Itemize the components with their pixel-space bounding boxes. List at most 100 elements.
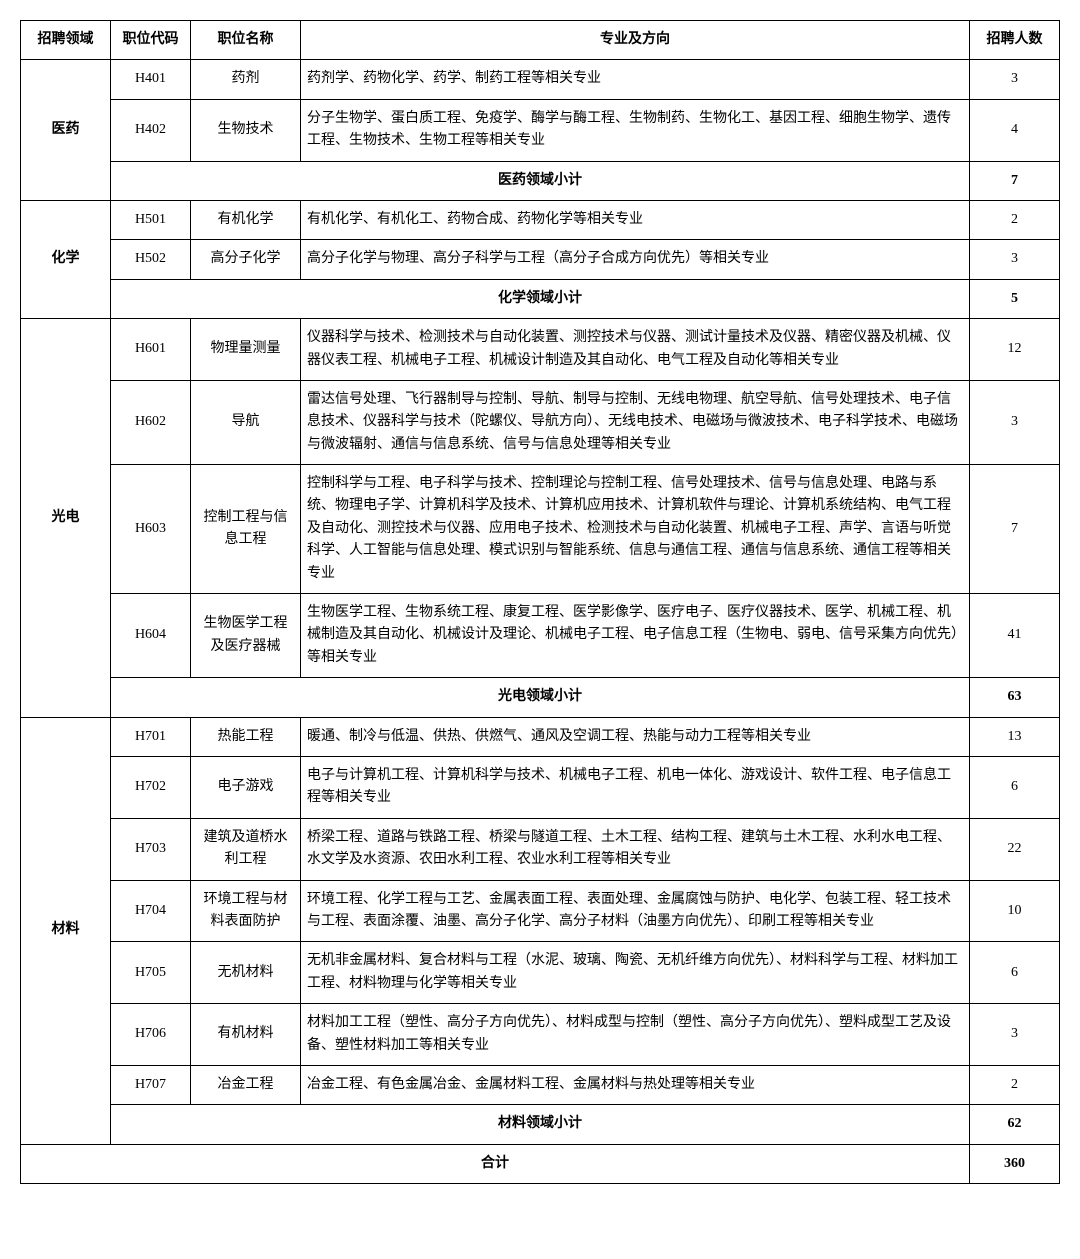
count-cell: 7: [970, 465, 1060, 594]
major-cell: 控制科学与工程、电子科学与技术、控制理论与控制工程、信号处理技术、信号与信息处理…: [301, 465, 970, 594]
subtotal-row: 光电领域小计63: [21, 678, 1060, 717]
name-cell: 建筑及道桥水利工程: [191, 818, 301, 880]
count-cell: 12: [970, 319, 1060, 381]
major-cell: 雷达信号处理、飞行器制导与控制、导航、制导与控制、无线电物理、航空导航、信号处理…: [301, 380, 970, 464]
major-cell: 药剂学、药物化学、药学、制药工程等相关专业: [301, 60, 970, 99]
table-row: H706有机材料材料加工工程（塑性、高分子方向优先）、材料成型与控制（塑性、高分…: [21, 1004, 1060, 1066]
code-cell: H402: [111, 99, 191, 161]
major-cell: 电子与计算机工程、计算机科学与技术、机械电子工程、机电一体化、游戏设计、软件工程…: [301, 756, 970, 818]
major-cell: 高分子化学与物理、高分子科学与工程（高分子合成方向优先）等相关专业: [301, 240, 970, 279]
subtotal-label-cell: 材料领域小计: [111, 1105, 970, 1144]
header-field: 招聘领域: [21, 21, 111, 60]
header-major: 专业及方向: [301, 21, 970, 60]
table-row: H703建筑及道桥水利工程桥梁工程、道路与铁路工程、桥梁与隧道工程、土木工程、结…: [21, 818, 1060, 880]
table-row: 材料H701热能工程暖通、制冷与低温、供热、供燃气、通风及空调工程、热能与动力工…: [21, 717, 1060, 756]
count-cell: 10: [970, 880, 1060, 942]
recruitment-table: 招聘领域 职位代码 职位名称 专业及方向 招聘人数 医药H401药剂药剂学、药物…: [20, 20, 1060, 1184]
subtotal-row: 医药领域小计7: [21, 161, 1060, 200]
subtotal-count-cell: 63: [970, 678, 1060, 717]
table-row: H502高分子化学高分子化学与物理、高分子科学与工程（高分子合成方向优先）等相关…: [21, 240, 1060, 279]
name-cell: 电子游戏: [191, 756, 301, 818]
name-cell: 无机材料: [191, 942, 301, 1004]
table-row: H604生物医学工程及医疗器械生物医学工程、生物系统工程、康复工程、医学影像学、…: [21, 594, 1060, 678]
field-cell: 化学: [21, 200, 111, 318]
subtotal-label-cell: 化学领域小计: [111, 279, 970, 318]
table-row: H402生物技术分子生物学、蛋白质工程、免疫学、酶学与酶工程、生物制药、生物化工…: [21, 99, 1060, 161]
field-cell: 医药: [21, 60, 111, 201]
header-code: 职位代码: [111, 21, 191, 60]
code-cell: H702: [111, 756, 191, 818]
count-cell: 3: [970, 380, 1060, 464]
total-row: 合计360: [21, 1144, 1060, 1183]
code-cell: H401: [111, 60, 191, 99]
name-cell: 有机材料: [191, 1004, 301, 1066]
table-row: H704环境工程与材料表面防护环境工程、化学工程与工艺、金属表面工程、表面处理、…: [21, 880, 1060, 942]
header-count: 招聘人数: [970, 21, 1060, 60]
major-cell: 暖通、制冷与低温、供热、供燃气、通风及空调工程、热能与动力工程等相关专业: [301, 717, 970, 756]
code-cell: H604: [111, 594, 191, 678]
count-cell: 3: [970, 240, 1060, 279]
name-cell: 生物医学工程及医疗器械: [191, 594, 301, 678]
subtotal-count-cell: 7: [970, 161, 1060, 200]
name-cell: 药剂: [191, 60, 301, 99]
subtotal-label-cell: 医药领域小计: [111, 161, 970, 200]
table-row: 化学H501有机化学有机化学、有机化工、药物合成、药物化学等相关专业2: [21, 200, 1060, 239]
table-row: H602导航雷达信号处理、飞行器制导与控制、导航、制导与控制、无线电物理、航空导…: [21, 380, 1060, 464]
major-cell: 无机非金属材料、复合材料与工程（水泥、玻璃、陶瓷、无机纤维方向优先）、材料科学与…: [301, 942, 970, 1004]
count-cell: 2: [970, 1065, 1060, 1104]
name-cell: 环境工程与材料表面防护: [191, 880, 301, 942]
subtotal-label-cell: 光电领域小计: [111, 678, 970, 717]
count-cell: 13: [970, 717, 1060, 756]
name-cell: 高分子化学: [191, 240, 301, 279]
field-cell: 光电: [21, 319, 111, 717]
code-cell: H601: [111, 319, 191, 381]
table-row: 光电H601物理量测量仪器科学与技术、检测技术与自动化装置、测控技术与仪器、测试…: [21, 319, 1060, 381]
code-cell: H602: [111, 380, 191, 464]
code-cell: H703: [111, 818, 191, 880]
subtotal-row: 化学领域小计5: [21, 279, 1060, 318]
subtotal-row: 材料领域小计62: [21, 1105, 1060, 1144]
subtotal-count-cell: 62: [970, 1105, 1060, 1144]
count-cell: 2: [970, 200, 1060, 239]
name-cell: 冶金工程: [191, 1065, 301, 1104]
major-cell: 仪器科学与技术、检测技术与自动化装置、测控技术与仪器、测试计量技术及仪器、精密仪…: [301, 319, 970, 381]
table-row: H707冶金工程冶金工程、有色金属冶金、金属材料工程、金属材料与热处理等相关专业…: [21, 1065, 1060, 1104]
code-cell: H705: [111, 942, 191, 1004]
major-cell: 材料加工工程（塑性、高分子方向优先）、材料成型与控制（塑性、高分子方向优先）、塑…: [301, 1004, 970, 1066]
count-cell: 22: [970, 818, 1060, 880]
count-cell: 6: [970, 942, 1060, 1004]
code-cell: H501: [111, 200, 191, 239]
name-cell: 控制工程与信息工程: [191, 465, 301, 594]
header-name: 职位名称: [191, 21, 301, 60]
code-cell: H707: [111, 1065, 191, 1104]
table-row: H705无机材料无机非金属材料、复合材料与工程（水泥、玻璃、陶瓷、无机纤维方向优…: [21, 942, 1060, 1004]
table-header-row: 招聘领域 职位代码 职位名称 专业及方向 招聘人数: [21, 21, 1060, 60]
table-row: 医药H401药剂药剂学、药物化学、药学、制药工程等相关专业3: [21, 60, 1060, 99]
subtotal-count-cell: 5: [970, 279, 1060, 318]
code-cell: H706: [111, 1004, 191, 1066]
count-cell: 6: [970, 756, 1060, 818]
total-label-cell: 合计: [21, 1144, 970, 1183]
name-cell: 有机化学: [191, 200, 301, 239]
major-cell: 分子生物学、蛋白质工程、免疫学、酶学与酶工程、生物制药、生物化工、基因工程、细胞…: [301, 99, 970, 161]
code-cell: H502: [111, 240, 191, 279]
table-row: H603控制工程与信息工程控制科学与工程、电子科学与技术、控制理论与控制工程、信…: [21, 465, 1060, 594]
name-cell: 导航: [191, 380, 301, 464]
count-cell: 4: [970, 99, 1060, 161]
major-cell: 环境工程、化学工程与工艺、金属表面工程、表面处理、金属腐蚀与防护、电化学、包装工…: [301, 880, 970, 942]
count-cell: 3: [970, 1004, 1060, 1066]
table-row: H702电子游戏电子与计算机工程、计算机科学与技术、机械电子工程、机电一体化、游…: [21, 756, 1060, 818]
field-cell: 材料: [21, 717, 111, 1144]
name-cell: 物理量测量: [191, 319, 301, 381]
major-cell: 有机化学、有机化工、药物合成、药物化学等相关专业: [301, 200, 970, 239]
count-cell: 41: [970, 594, 1060, 678]
code-cell: H704: [111, 880, 191, 942]
code-cell: H701: [111, 717, 191, 756]
major-cell: 冶金工程、有色金属冶金、金属材料工程、金属材料与热处理等相关专业: [301, 1065, 970, 1104]
major-cell: 桥梁工程、道路与铁路工程、桥梁与隧道工程、土木工程、结构工程、建筑与土木工程、水…: [301, 818, 970, 880]
name-cell: 生物技术: [191, 99, 301, 161]
code-cell: H603: [111, 465, 191, 594]
name-cell: 热能工程: [191, 717, 301, 756]
count-cell: 3: [970, 60, 1060, 99]
major-cell: 生物医学工程、生物系统工程、康复工程、医学影像学、医疗电子、医疗仪器技术、医学、…: [301, 594, 970, 678]
